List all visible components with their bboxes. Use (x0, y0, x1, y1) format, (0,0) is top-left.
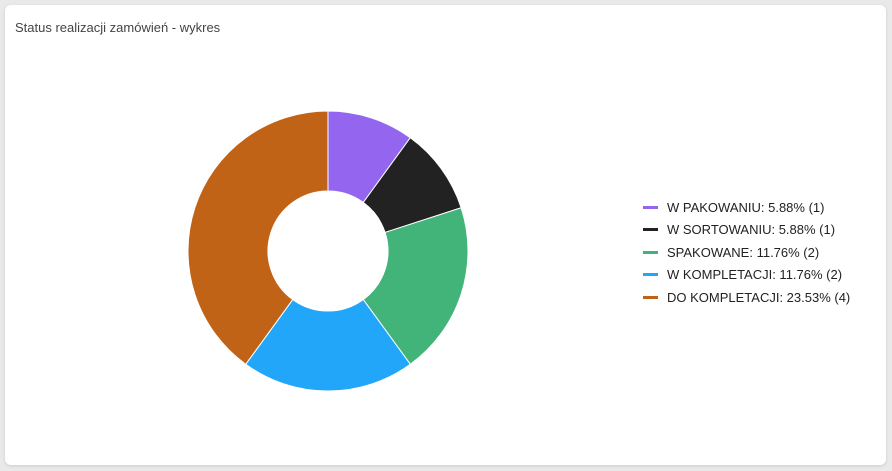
legend-item[interactable]: W PAKOWANIU: 5.88% (1) (643, 196, 850, 219)
chart-title: Status realizacji zamówień - wykres (15, 20, 221, 35)
legend-label: DO KOMPLETACJI: 23.53% (4) (667, 289, 851, 305)
donut-slice[interactable] (187, 110, 329, 365)
legend-label: SPAKOWANE: 11.76% (2) (667, 244, 820, 260)
legend-swatch (643, 205, 658, 209)
legend-swatch (643, 273, 658, 277)
legend-swatch (643, 295, 658, 299)
legend-label: W PAKOWANIU: 5.88% (1) (667, 199, 825, 215)
legend-label: W KOMPLETACJI: 11.76% (2) (667, 267, 843, 283)
legend-label: W SORTOWANIU: 5.88% (1) (667, 222, 836, 238)
legend-swatch (643, 228, 658, 232)
legend-item[interactable]: W SORTOWANIU: 5.88% (1) (643, 219, 850, 242)
legend-item[interactable]: SPAKOWANE: 11.76% (2) (643, 241, 850, 264)
legend-swatch (643, 250, 658, 254)
donut-slice[interactable] (362, 207, 469, 365)
legend: W PAKOWANIU: 5.88% (1) W SORTOWANIU: 5.88… (643, 196, 850, 309)
legend-item[interactable]: DO KOMPLETACJI: 23.53% (4) (643, 286, 850, 309)
donut-slice[interactable] (245, 298, 411, 392)
legend-item[interactable]: W KOMPLETACJI: 11.76% (2) (643, 264, 850, 287)
